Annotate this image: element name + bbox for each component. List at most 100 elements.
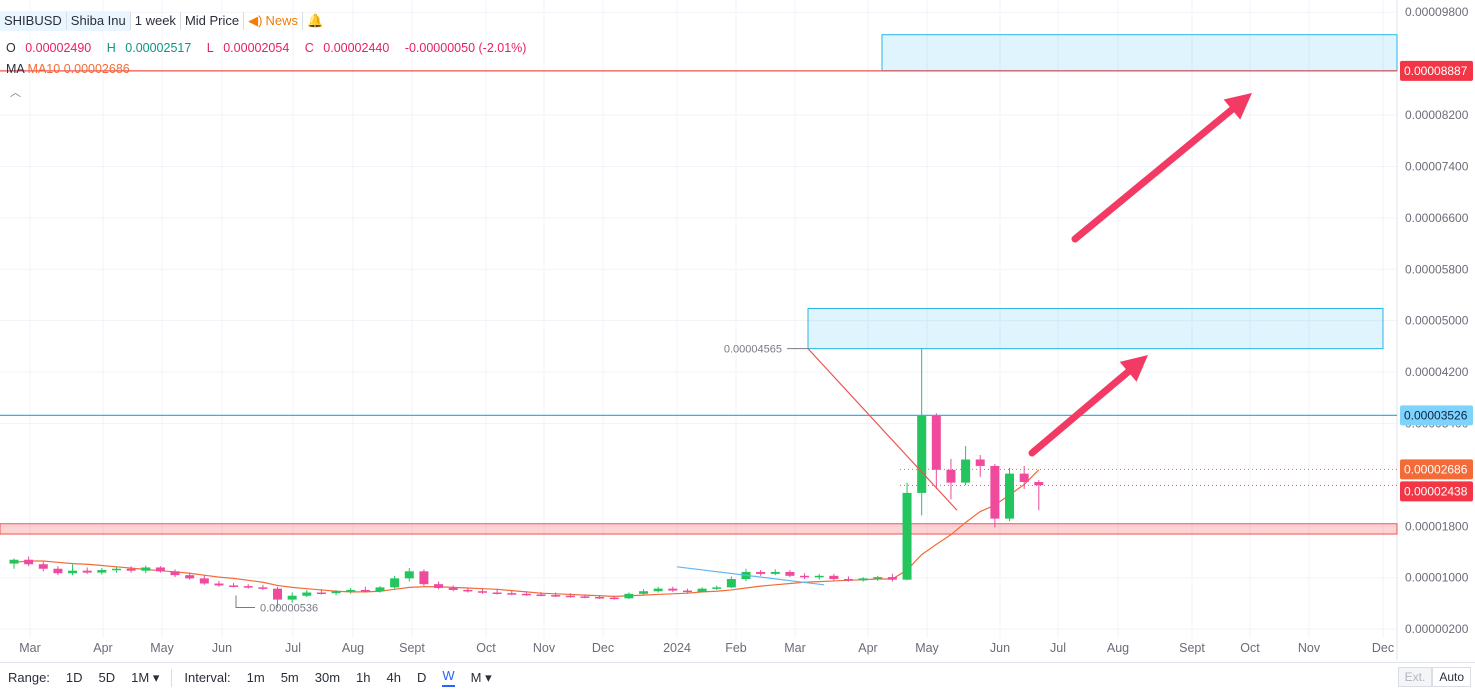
interval-4h[interactable]: 4h [386, 670, 401, 685]
descending-trendline [807, 348, 958, 511]
candle-body [1005, 473, 1015, 519]
candle-body [214, 583, 224, 586]
time-tick-label: Jun [212, 641, 232, 655]
candle-body [229, 585, 239, 587]
interval-d[interactable]: D [416, 670, 427, 685]
price-tick-label: 0.00009800 [1405, 5, 1469, 19]
candle-body [639, 591, 649, 594]
price-tag-label: 0.00002438 [1404, 484, 1468, 498]
bell-icon[interactable]: 🔔 [306, 13, 324, 28]
candle-body [273, 588, 283, 600]
time-tick-label: Mar [784, 641, 806, 655]
chart-header: SHIBUSD Shiba Inu 1 week Mid Price ◀) New… [0, 9, 327, 33]
interval-1m[interactable]: 1m [246, 670, 265, 685]
arrow-icon [1028, 355, 1148, 457]
candle-body [873, 577, 883, 579]
ohlc-legend: O 0.00002490 H 0.00002517 L 0.00002054 C… [6, 41, 527, 55]
candle-body [653, 588, 663, 592]
chevron-up-icon[interactable]: ︿ [10, 87, 21, 99]
support-zone [0, 523, 1398, 535]
candle-body [946, 469, 956, 483]
arrow-shaft [1071, 106, 1236, 243]
interval-m[interactable]: M ▾ [470, 669, 492, 685]
target-zone [881, 34, 1398, 72]
candle-body [492, 592, 502, 595]
price-tick-label: 0.00008200 [1405, 108, 1469, 122]
candle-body [68, 570, 78, 574]
ext-button[interactable]: Ext. [1397, 667, 1433, 687]
low-annotation: 0.00000536 [260, 603, 318, 615]
change-value: -0.00000050 (-2.01%) [404, 41, 527, 55]
high-annotation: 0.00004565 [724, 344, 782, 356]
candle-body [185, 575, 195, 579]
time-tick-label: Mar [19, 641, 41, 655]
close-value: 0.00002440 [323, 41, 390, 55]
candle-body [565, 595, 575, 598]
candle-body [814, 575, 824, 578]
news-button[interactable]: ◀) News [244, 11, 302, 31]
candle-body [902, 492, 912, 580]
low-marker-line [235, 595, 255, 609]
price-tag [1400, 481, 1473, 502]
interval-w[interactable]: W [442, 668, 455, 687]
price-tick-label: 0.00000200 [1405, 622, 1469, 636]
range-label: Range: [8, 670, 50, 685]
candle-body [448, 588, 458, 590]
time-tick-label: Oct [1240, 641, 1260, 655]
candle-body [199, 578, 209, 584]
low-value: 0.00002054 [223, 41, 290, 55]
range-1m[interactable]: 1M ▾ [131, 669, 160, 685]
price-tag-label: 0.00008887 [1404, 64, 1468, 78]
interval-label[interactable]: 1 week [134, 13, 176, 28]
price-tick-label: 0.00001800 [1405, 519, 1469, 533]
price-tick-label: 0.00005800 [1405, 262, 1469, 276]
time-tick-label: Aug [342, 641, 364, 655]
time-tick-label: Apr [93, 641, 112, 655]
auto-button[interactable]: Auto [1432, 667, 1471, 687]
candle-body [887, 577, 897, 580]
time-tick-label: Jun [990, 641, 1010, 655]
candle-body [38, 564, 48, 569]
candle-body [375, 587, 385, 592]
header-separator [179, 12, 181, 30]
candle-body [521, 593, 531, 596]
candle-body [287, 595, 297, 600]
candle-body [785, 571, 795, 576]
candle-body [961, 459, 971, 483]
candle-body [404, 571, 414, 579]
interval-5m[interactable]: 5m [280, 670, 299, 685]
range-5d[interactable]: 5D [98, 670, 116, 685]
price-tick-label: 0.00004200 [1405, 365, 1469, 379]
interval-30m[interactable]: 30m [314, 670, 341, 685]
candle-body [331, 591, 341, 594]
candle-body [697, 588, 707, 592]
candle-body [551, 595, 561, 597]
candle-body [390, 578, 400, 588]
time-tick-label: Jul [1050, 641, 1066, 655]
candle-body [624, 593, 634, 599]
candle-body [975, 459, 985, 466]
candle-body [53, 568, 63, 574]
arrow-head [1119, 355, 1148, 382]
price-type-label[interactable]: Mid Price [184, 13, 240, 28]
candle-body [24, 559, 34, 565]
symbol-label[interactable]: SHIBUSD [0, 11, 66, 31]
time-tick-label: Sept [399, 641, 425, 655]
price-tag [1400, 60, 1473, 81]
arrow-shaft [1028, 368, 1132, 457]
range-1d[interactable]: 1D [65, 670, 83, 685]
header-separator [129, 12, 131, 30]
symbol-name[interactable]: Shiba Inu [66, 11, 130, 31]
time-tick-label: Dec [592, 641, 614, 655]
candle-body [726, 579, 736, 588]
candle-body [155, 567, 165, 572]
bottom-toolbar: Range: 1D 5D 1M ▾ Interval: 1m 5m 30m 1h… [0, 662, 1475, 692]
ma-legend[interactable]: MA MA10 0.00002686 [6, 62, 130, 76]
ma-value: 0.00002686 [63, 62, 130, 76]
interval-1h[interactable]: 1h [356, 670, 371, 685]
candle-body [770, 571, 780, 574]
descending-trendline-blue [676, 566, 825, 586]
price-tag [1400, 405, 1473, 426]
candle-body [829, 575, 839, 580]
